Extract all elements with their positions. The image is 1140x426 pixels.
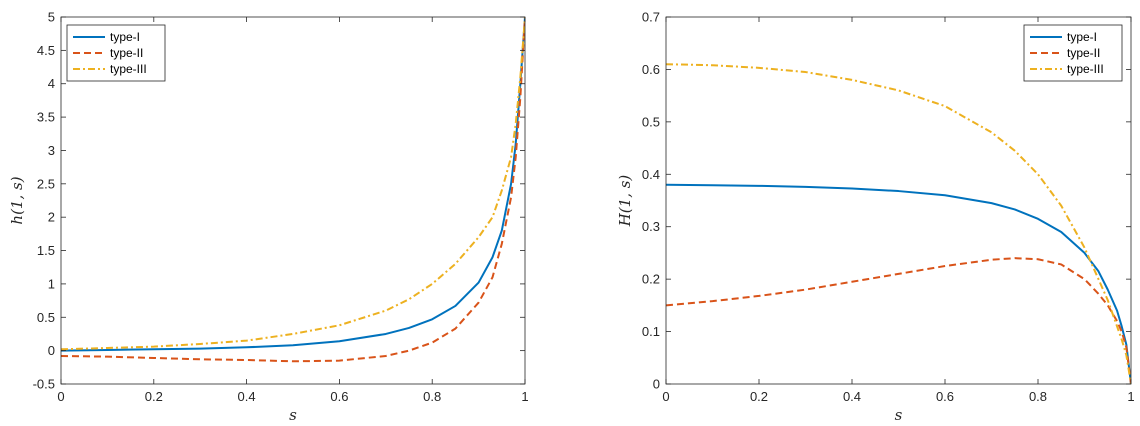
series-line-type-I — [666, 183, 1131, 384]
y-axis-label: H(1, s) — [616, 175, 634, 228]
series-line-type-II — [61, 17, 525, 363]
x-tick-label: 1 — [521, 389, 528, 404]
y-tick-label: 0.3 — [642, 219, 660, 234]
legend-label-type-I: type-I — [1067, 30, 1097, 44]
chart-1: 0 0.2 0.4 0.6 0.8 1-0.500.511.522.533.544.55s… — [8, 10, 529, 425]
x-tick-label: 0 — [662, 389, 669, 404]
axes-box — [60, 16, 526, 385]
y-tick-label: 0.6 — [642, 62, 660, 77]
y-tick-label: 0.7 — [642, 10, 660, 25]
x-tick-label: 0.6 — [936, 389, 954, 404]
legend-label-type-III: type-III — [110, 62, 147, 76]
y-tick-label: 0.2 — [642, 272, 660, 287]
y-tick-label: 0.5 — [642, 114, 660, 129]
legend-label-type-II: type-II — [1067, 46, 1100, 60]
legend-label-type-II: type-II — [110, 46, 143, 60]
y-tick-label: 0.1 — [642, 324, 660, 339]
y-tick-label: 5 — [48, 10, 55, 25]
y-axis-label: h(1, s) — [8, 176, 26, 224]
x-tick-label: 0 — [57, 389, 64, 404]
x-axis-label: s — [895, 406, 903, 424]
legend-label-type-III: type-III — [1067, 62, 1104, 76]
legend: type-I type-II type-III — [1023, 24, 1123, 82]
x-tick-label: 0.2 — [750, 389, 768, 404]
series-line-type-I — [61, 17, 525, 352]
x-tick-label: 0.4 — [843, 389, 861, 404]
x-tick-label: 0.4 — [238, 389, 256, 404]
x-tick-label: 0.8 — [1029, 389, 1047, 404]
chart-2: 0 0.2 0.4 0.6 0.8 1 0 0.1 0.2 0.3 0.4 0.5 0.6 0.7 s H(1… — [616, 10, 1135, 425]
x-tick-label: 0.2 — [145, 389, 163, 404]
series-line-type-III — [61, 17, 525, 351]
y-tick-label: 1.5 — [37, 243, 55, 258]
legend-box — [66, 24, 166, 82]
y-tick-label: 3 — [48, 143, 55, 158]
series-line-type-III — [666, 63, 1131, 384]
y-tick-label: -0.5 — [33, 377, 55, 392]
y-tick-label: 0.5 — [37, 310, 55, 325]
axes-box — [665, 16, 1132, 385]
y-tick-label: 0 — [48, 343, 55, 358]
legend-box — [1023, 24, 1123, 82]
x-tick-label: 0.6 — [330, 389, 348, 404]
x-axis-label: s — [289, 406, 297, 424]
x-tick-label: 0.8 — [423, 389, 441, 404]
y-tick-label: 4 — [48, 76, 55, 91]
legend-label-type-I: type-I — [110, 30, 140, 44]
y-tick-label: 2 — [48, 210, 55, 225]
series-line-type-II — [666, 257, 1131, 384]
y-tick-label: 0 — [653, 377, 660, 392]
y-tick-label: 2.5 — [37, 176, 55, 191]
y-tick-label: 1 — [48, 276, 55, 291]
legend: type-I type-II type-III — [66, 24, 166, 82]
y-tick-label: 0.4 — [642, 167, 660, 182]
y-tick-label: 4.5 — [37, 43, 55, 58]
x-tick-label: 1 — [1127, 389, 1134, 404]
y-tick-label: 3.5 — [37, 110, 55, 125]
